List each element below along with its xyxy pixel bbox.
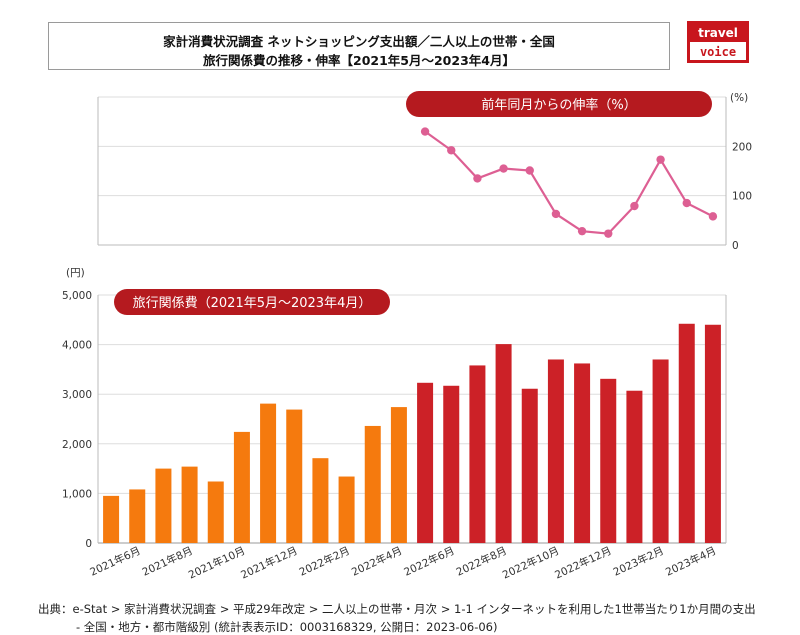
spending-bar: [155, 468, 172, 543]
chart-canvas: 0 100 200 (%) 前年同月からの伸率（%） (円) 0 1,000 2,000 3,0…: [62, 91, 752, 582]
growth-line-point: [656, 155, 665, 164]
line-y-tick-label: 200: [732, 141, 752, 153]
spending-bar-panel: (円) 0 1,000 2,000 3,000 4,000 5,000 旅行関係費（2021年…: [62, 267, 727, 582]
growth-line-point: [420, 127, 430, 136]
bar-x-tick-label: 2021年12月: [239, 544, 300, 582]
spending-bar: [495, 344, 512, 543]
growth-line-point: [551, 209, 561, 219]
bar-y-tick-label: 0: [85, 538, 92, 550]
logo-text-top: travel: [698, 26, 738, 40]
source-line-1: 出典：e-Stat > 家計消費状況調査 > 平成29年改定 > 二人以上の世帯…: [38, 602, 756, 616]
spending-bar: [364, 425, 381, 543]
growth-line-point: [682, 198, 691, 208]
spending-bar: [574, 363, 591, 543]
spending-bar: [312, 458, 329, 543]
bar-x-tick-label: 2022年8月: [454, 544, 509, 579]
spending-bar: [260, 403, 277, 543]
chart-title-line-1: 家計消費状況調査 ネットショッピング支出額／二人以上の世帯・全国: [163, 34, 555, 49]
spending-bar: [417, 382, 434, 543]
spending-bar: [286, 409, 303, 543]
growth-line-point: [604, 229, 613, 238]
line-y-tick-label: 100: [732, 191, 752, 203]
growth-line-panel: 0 100 200 (%) 前年同月からの伸率（%）: [97, 91, 752, 252]
source-line-2: - 全国・地方・都市階級別 (統計表表示ID：0003168329, 公開日：2…: [76, 620, 498, 634]
spending-bar: [652, 359, 669, 543]
bar-y-tick-label: 5,000: [62, 290, 92, 302]
bar-x-tick-label: 2021年6月: [88, 544, 143, 579]
bar-y-tick-label: 4,000: [62, 340, 92, 352]
growth-line-series: [424, 130, 714, 235]
growth-line-point: [630, 201, 639, 211]
bar-x-tick-label: 2023年2月: [611, 544, 666, 579]
bar-y-tick-label: 3,000: [62, 389, 92, 401]
spending-bar: [469, 365, 486, 543]
bar-x-tick-label: 2022年2月: [297, 544, 352, 579]
growth-line-point: [708, 212, 718, 221]
travel-voice-logo: travel voice: [687, 21, 749, 63]
chart-title-line-2: 旅行関係費の推移・伸率【2021年5月～2023年4月】: [203, 53, 515, 68]
bar-x-tick-label: 2023年4月: [663, 544, 718, 579]
spending-bar: [181, 466, 198, 543]
bar-x-tick-label: 2022年6月: [402, 544, 457, 579]
bar-x-tick-label: 2022年4月: [349, 544, 404, 579]
spending-bar: [390, 407, 407, 543]
line-banner-text: 前年同月からの伸率（%）: [481, 97, 636, 113]
growth-line-point: [473, 174, 482, 183]
bar-y-tick-label: 1,000: [62, 488, 92, 500]
spending-bar: [443, 385, 460, 543]
spending-bar: [600, 378, 617, 543]
growth-line-point: [577, 226, 587, 236]
spending-bar: [678, 323, 695, 543]
bar-x-tick-label: 2021年10月: [186, 544, 247, 582]
growth-line-point: [499, 164, 508, 173]
bar-y-unit: (円): [66, 267, 85, 279]
bar-y-tick-label: 2,000: [62, 439, 92, 451]
bar-banner-bg: [114, 289, 390, 315]
spending-bar: [207, 481, 224, 543]
spending-bar: [626, 390, 643, 543]
bar-x-tick-label: 2021年8月: [140, 544, 195, 579]
spending-bar: [547, 359, 564, 543]
spending-bar: [233, 431, 250, 543]
spending-bar: [338, 476, 355, 543]
spending-bar: [103, 495, 120, 543]
logo-text-bottom: voice: [700, 45, 736, 59]
line-y-unit: (%): [730, 92, 748, 104]
bar-banner-text: 旅行関係費（2021年5月～2023年4月）: [133, 296, 372, 311]
growth-line-point: [447, 146, 456, 155]
growth-line-point: [525, 166, 534, 175]
spending-bar: [704, 324, 721, 543]
bar-x-tick-label: 2022年10月: [500, 544, 561, 582]
chart-title-box: 家計消費状況調査 ネットショッピング支出額／二人以上の世帯・全国 旅行関係費の推…: [48, 22, 670, 70]
line-y-tick-label: 0: [732, 240, 739, 252]
spending-bar: [521, 388, 538, 543]
spending-bar: [129, 489, 146, 543]
line-banner-bg: [406, 91, 712, 117]
bar-x-tick-label: 2022年12月: [553, 544, 614, 582]
